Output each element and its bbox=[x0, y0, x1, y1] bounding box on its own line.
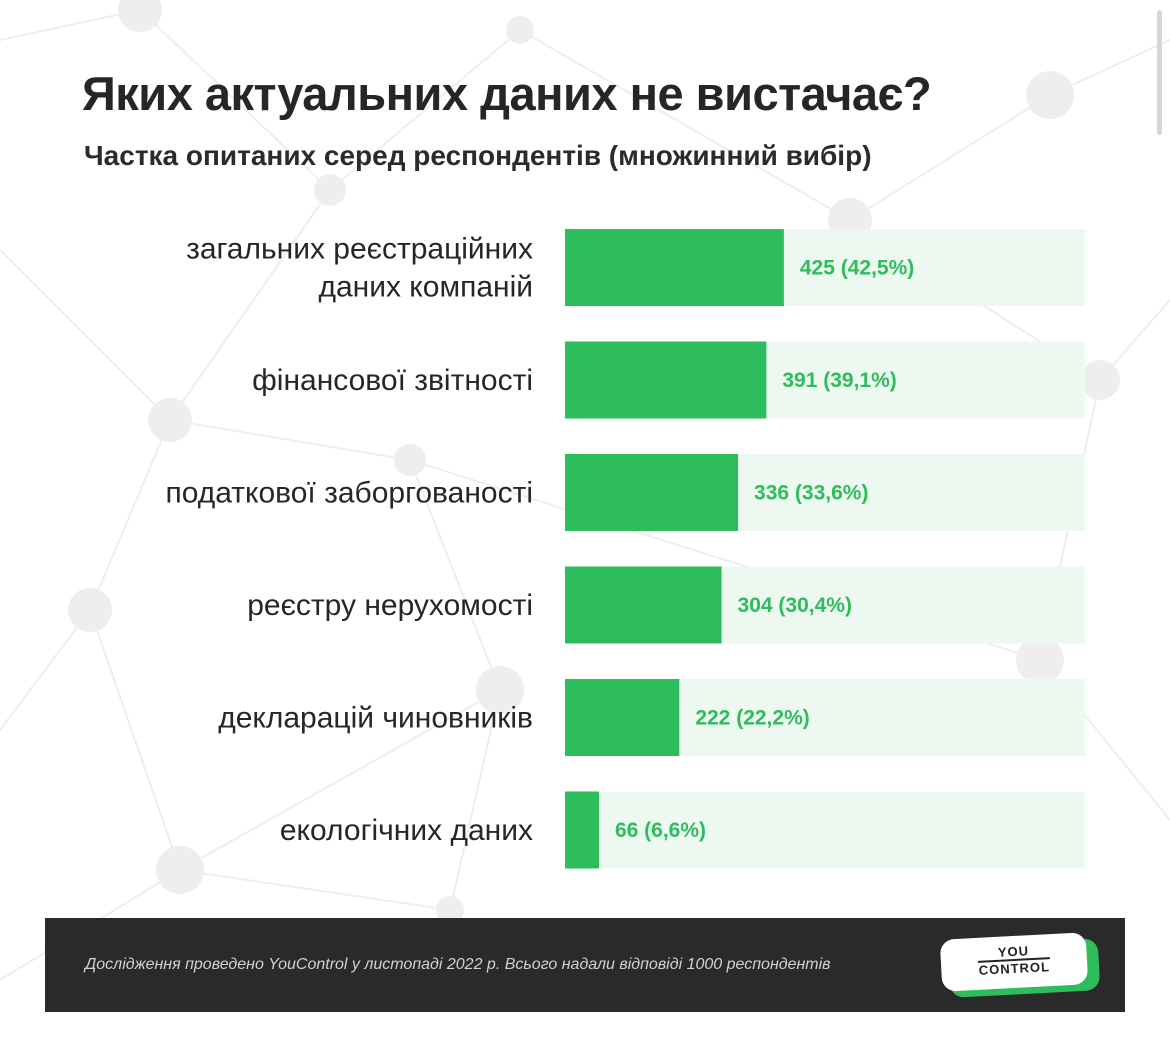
bar bbox=[565, 791, 599, 869]
bar bbox=[565, 454, 739, 531]
category-label: податкової заборгованості bbox=[165, 477, 533, 510]
category-label: даних компаній bbox=[318, 271, 533, 304]
logo-face: YOU CONTROL bbox=[939, 932, 1089, 992]
value-label: 391 (39,1%) bbox=[782, 369, 896, 392]
category-label: фінансової звітності bbox=[252, 364, 533, 397]
category-label: загальних реєстраційних bbox=[186, 233, 533, 266]
chart-subtitle: Частка опитаних серед респондентів (множ… bbox=[84, 140, 872, 171]
value-label: 66 (6,6%) bbox=[615, 819, 706, 842]
youcontrol-logo: YOU CONTROL bbox=[939, 932, 1101, 998]
value-label: 222 (22,2%) bbox=[695, 707, 809, 730]
category-label: декларацій чиновників bbox=[218, 702, 533, 735]
bar bbox=[565, 341, 767, 419]
category-label: реєстру нерухомості bbox=[247, 589, 533, 622]
logo-text-control: CONTROL bbox=[978, 957, 1051, 978]
bar bbox=[565, 566, 722, 644]
value-label: 425 (42,5%) bbox=[800, 257, 914, 280]
bar-track bbox=[565, 791, 1085, 869]
category-label: екологічних даних bbox=[280, 814, 533, 847]
value-label: 336 (33,6%) bbox=[754, 482, 868, 505]
bar bbox=[565, 229, 784, 306]
value-label: 304 (30,4%) bbox=[738, 594, 852, 617]
chart-title: Яких актуальних даних не вистачає? bbox=[82, 67, 932, 120]
footer-note: Дослідження проведено YouControl у листо… bbox=[85, 956, 831, 973]
scrollbar[interactable] bbox=[1157, 10, 1162, 135]
footer: Дослідження проведено YouControl у листо… bbox=[45, 918, 1125, 1012]
bar bbox=[565, 679, 680, 756]
